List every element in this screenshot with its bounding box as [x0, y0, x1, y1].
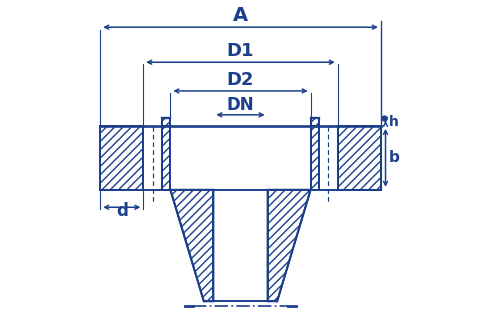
Text: d: d [116, 202, 128, 220]
Text: D1: D1 [226, 42, 254, 60]
Polygon shape [310, 126, 318, 190]
Text: h: h [388, 115, 398, 129]
Text: A: A [232, 6, 248, 25]
Polygon shape [337, 126, 380, 190]
Polygon shape [170, 190, 213, 301]
Polygon shape [162, 118, 170, 126]
Text: DN: DN [226, 96, 254, 113]
Text: b: b [388, 150, 399, 165]
Polygon shape [310, 118, 318, 126]
Text: D2: D2 [226, 71, 254, 89]
Polygon shape [267, 190, 310, 301]
Polygon shape [100, 126, 143, 190]
Polygon shape [162, 126, 170, 190]
